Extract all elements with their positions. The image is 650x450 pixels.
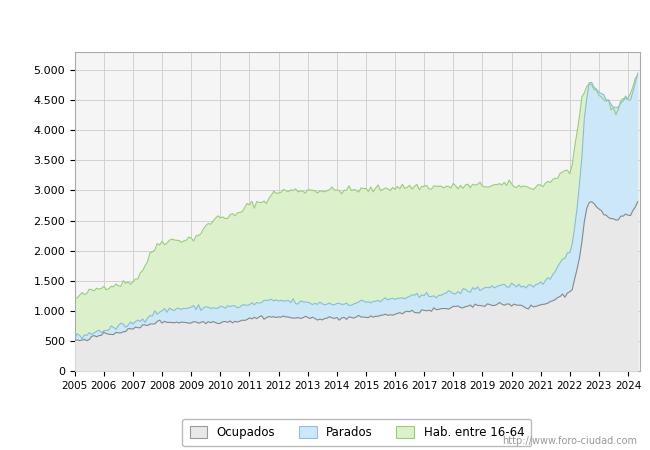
Text: Ontígola - Evolucion de la poblacion en edad de Trabajar Mayo de 2024: Ontígola - Evolucion de la poblacion en … [86,17,564,30]
Text: http://www.foro-ciudad.com: http://www.foro-ciudad.com [502,436,637,446]
Legend: Ocupados, Parados, Hab. entre 16-64: Ocupados, Parados, Hab. entre 16-64 [183,418,531,446]
